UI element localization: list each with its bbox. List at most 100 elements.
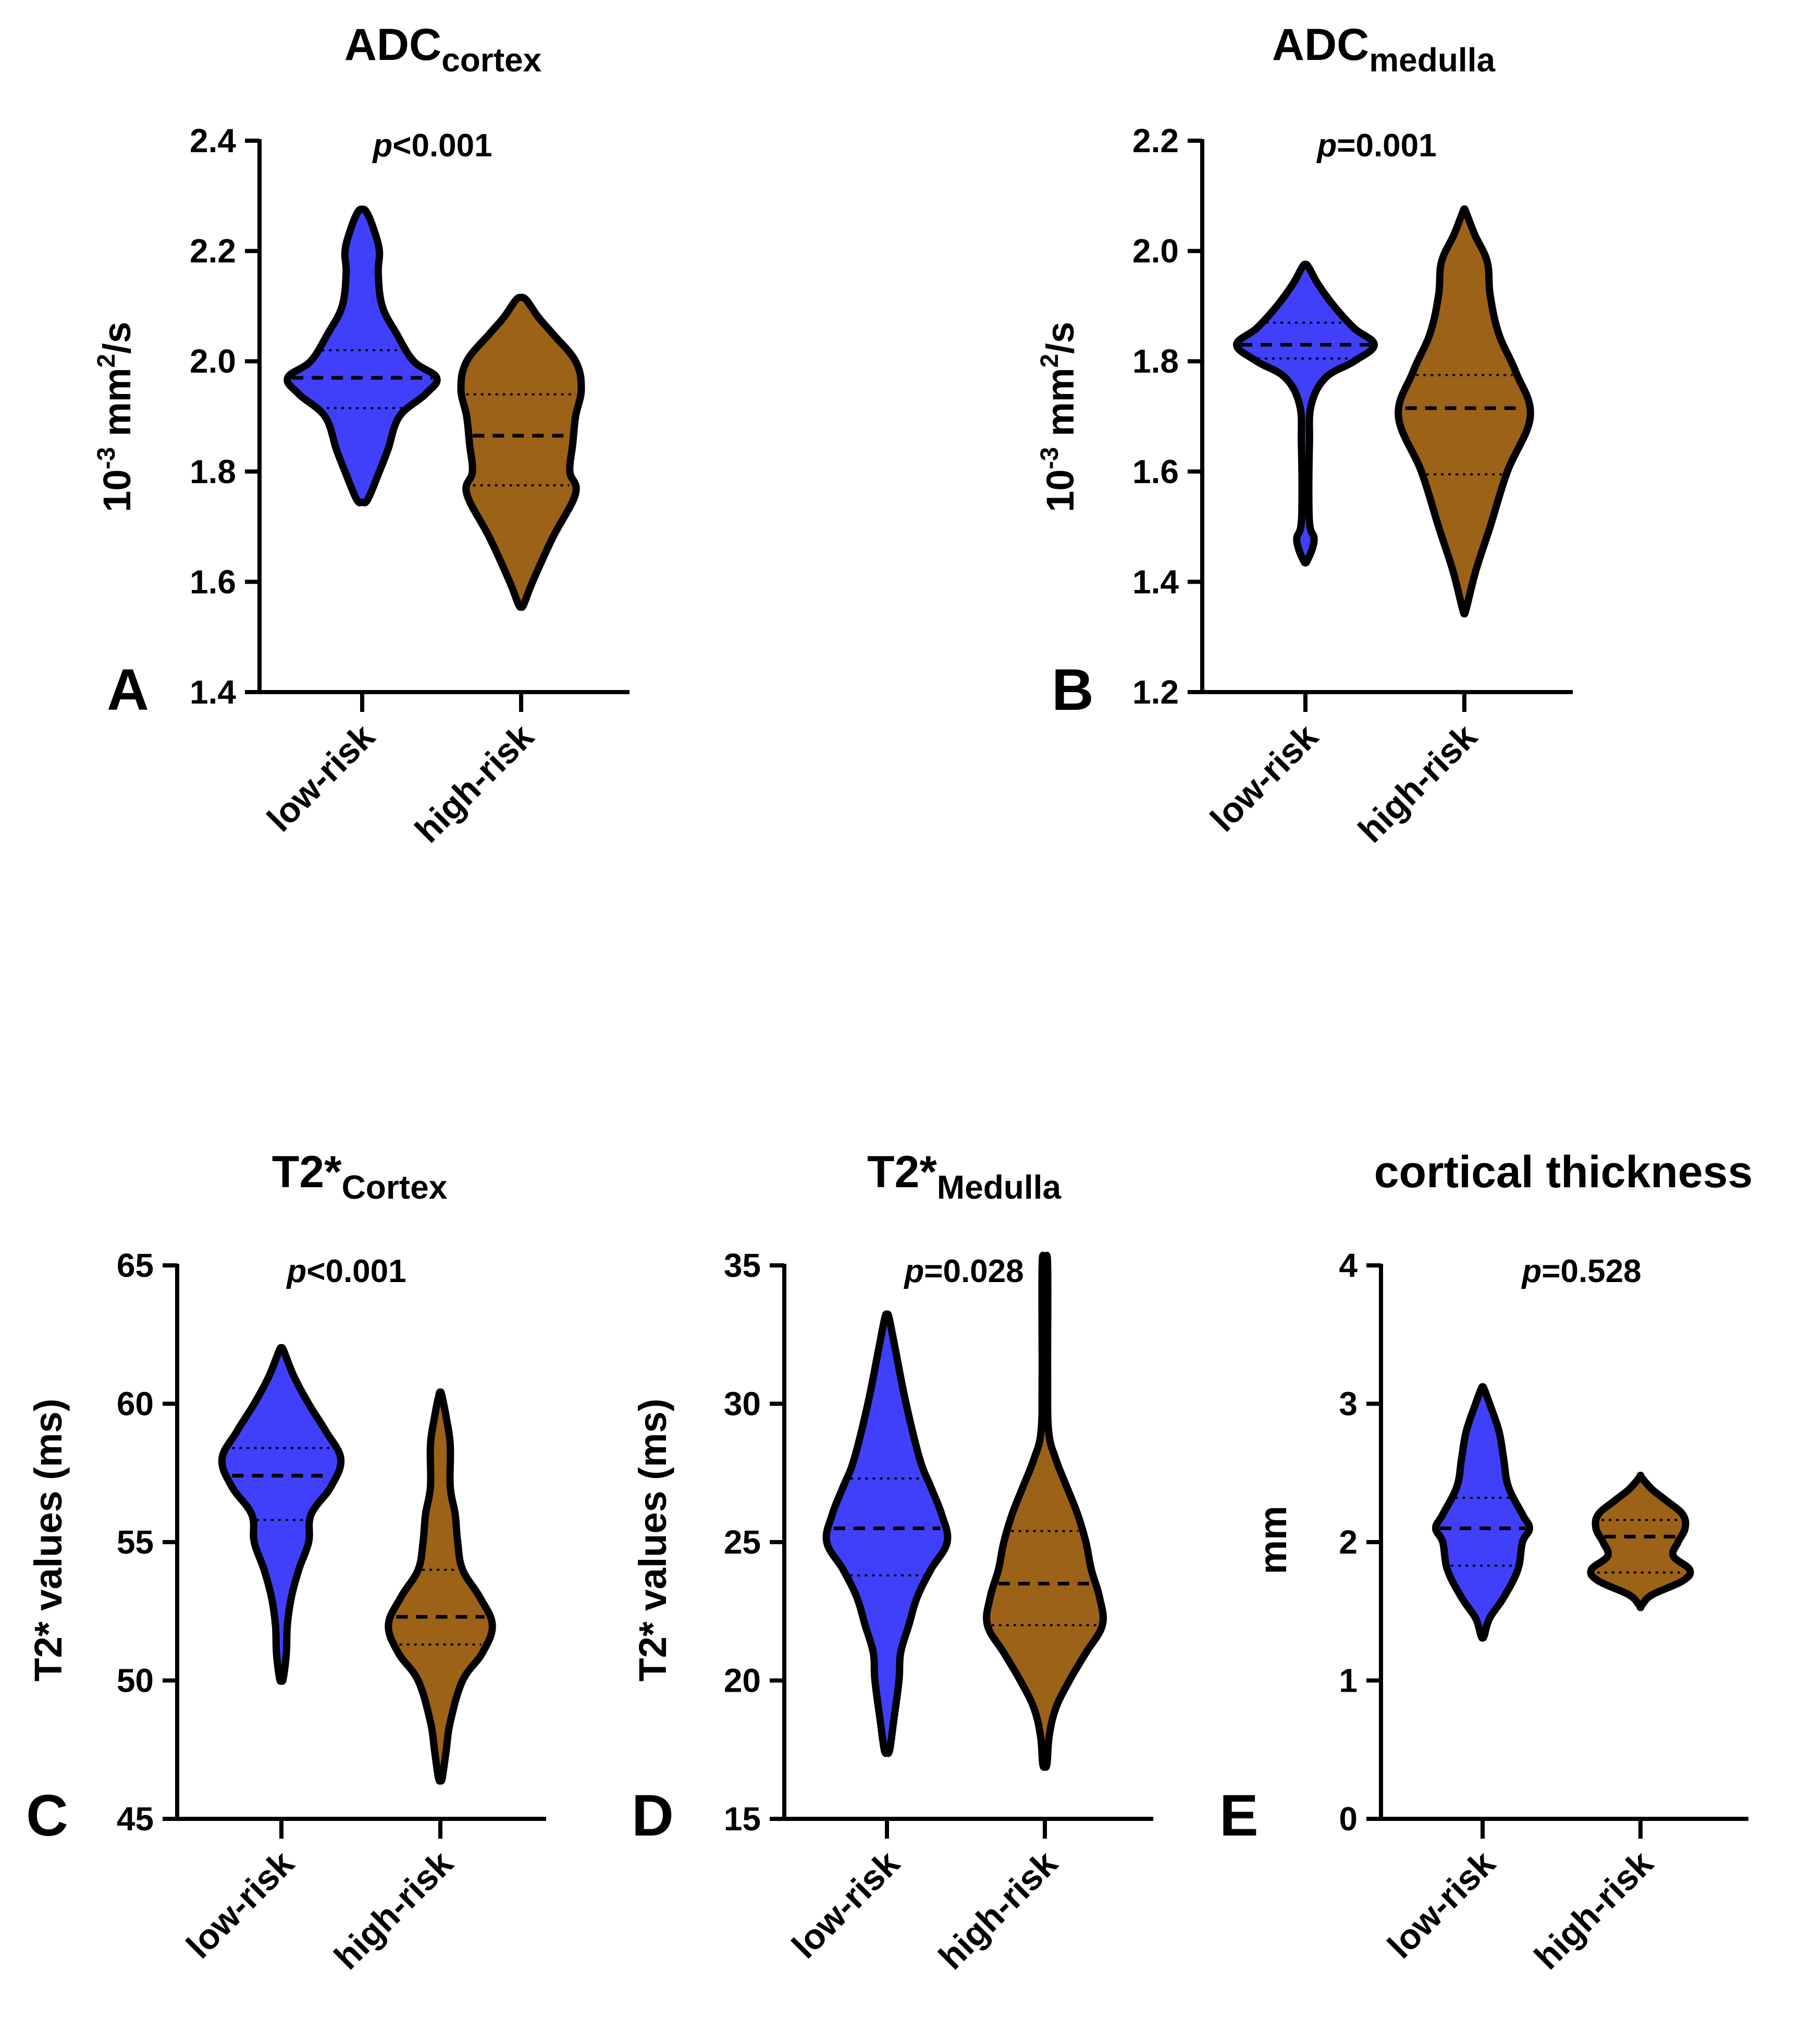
title-main: cortical thickness: [1374, 1147, 1753, 1197]
title-main: ADC: [1272, 20, 1369, 70]
p-number: =0.028: [924, 1253, 1023, 1289]
y-tick-label: 4: [1339, 1247, 1358, 1284]
y-label-part: /s: [1039, 322, 1082, 354]
p-symbol: p: [903, 1253, 924, 1289]
y-axis-label: 10-3 mm2/s: [1036, 322, 1082, 512]
y-tick-label: 60: [117, 1385, 154, 1423]
panel-title: T2*Cortex: [272, 1147, 448, 1206]
y-label-part: /s: [95, 322, 139, 354]
y-label-part: 2: [93, 354, 120, 368]
y-tick-label: 2.2: [190, 232, 236, 270]
p-symbol: p: [286, 1253, 306, 1289]
violin-high-risk: [385, 1388, 496, 1785]
y-tick-label: 65: [117, 1247, 154, 1284]
p-value: p<0.001: [286, 1253, 406, 1289]
y-tick-label: 2: [1339, 1523, 1358, 1561]
p-value: p<0.001: [372, 128, 492, 164]
y-axis-label: T2* values (ms): [27, 1399, 70, 1682]
x-tick-label: low-risk: [784, 1843, 907, 1966]
p-symbol: p: [1521, 1253, 1541, 1289]
y-tick-label: 2.0: [1132, 232, 1179, 270]
violin-low-risk: [283, 205, 441, 507]
y-label-part: 2: [1036, 354, 1064, 368]
title-subscript: Cortex: [342, 1168, 448, 1206]
panel-label: B: [1052, 657, 1094, 722]
title-subscript: Medulla: [937, 1168, 1062, 1206]
y-tick-label: 3: [1339, 1385, 1358, 1423]
y-label-part: -3: [93, 447, 120, 470]
title-main: T2*: [867, 1147, 937, 1197]
panel-C: T2*Cortex p<0.001 T2* values (ms) 45 50 55 60 6…: [26, 1147, 546, 1977]
x-tick-label: low-risk: [1380, 1843, 1503, 1966]
y-tick-label: 1: [1339, 1662, 1358, 1700]
violin-high-risk: [1587, 1471, 1694, 1611]
p-value: p=0.001: [1316, 128, 1436, 164]
p-symbol: p: [1316, 128, 1337, 164]
violin-low-risk: [1432, 1383, 1533, 1642]
y-axis-label: 10-3 mm2/s: [93, 322, 139, 512]
y-label-part: mm: [1039, 368, 1082, 447]
y-label-part: 10: [1039, 469, 1082, 512]
x-tick-label: high-risk: [931, 1843, 1065, 1977]
y-tick-label: 0: [1339, 1800, 1358, 1838]
x-tick-label: high-risk: [408, 717, 541, 851]
x-tick-label: high-risk: [327, 1843, 461, 1977]
y-label-part: -3: [1036, 447, 1064, 470]
p-value: p=0.028: [903, 1253, 1023, 1289]
panel-title: T2*Medulla: [867, 1147, 1062, 1206]
y-tick-label: 1.8: [1132, 342, 1179, 380]
panel-A: ADCcortex p<0.001 10-3 mm2/s 1.4 1.6 1.8 2.0 2.…: [93, 20, 630, 851]
panel-title: ADCcortex: [344, 20, 542, 79]
panel-D: T2*Medulla p=0.028 T2* values (ms) 15 20 25 30…: [631, 1147, 1153, 1977]
y-tick-label: 25: [724, 1523, 761, 1561]
y-axis-label: mm: [1251, 1506, 1294, 1574]
x-tick-label: low-risk: [179, 1843, 302, 1966]
title-main: ADC: [344, 20, 441, 70]
y-tick-label: 1.2: [1132, 673, 1179, 711]
y-tick-label: 2.0: [190, 342, 236, 380]
p-number: <0.001: [306, 1253, 406, 1289]
y-tick-label: 2.4: [190, 122, 236, 159]
y-tick-label: 30: [724, 1385, 761, 1423]
p-number: <0.001: [392, 128, 492, 164]
panel-B: ADCmedulla p=0.001 10-3 mm2/s 1.2 1.4 1.6 1.8 2…: [1036, 20, 1573, 851]
p-number: =0.001: [1337, 128, 1436, 164]
y-tick-label: 1.4: [1132, 563, 1179, 600]
title-main: T2*: [272, 1147, 342, 1197]
y-tick-label: 1.6: [1132, 453, 1179, 490]
y-tick-label: 1.8: [190, 453, 236, 490]
panel-label: A: [107, 657, 149, 722]
panel-title: ADCmedulla: [1272, 20, 1496, 79]
x-tick-label: high-risk: [1527, 1843, 1661, 1977]
panel-label: D: [632, 1783, 674, 1848]
title-subscript: medulla: [1369, 41, 1495, 79]
y-tick-label: 15: [724, 1800, 761, 1838]
title-subscript: cortex: [441, 41, 542, 79]
y-tick-label: 35: [724, 1247, 761, 1284]
violin-low-risk: [218, 1344, 345, 1685]
p-symbol: p: [372, 128, 392, 164]
y-label-part: mm: [95, 368, 139, 447]
y-tick-label: 20: [724, 1662, 761, 1700]
violin-low-risk: [1233, 261, 1378, 567]
y-tick-label: 50: [117, 1662, 154, 1700]
y-axis-label: T2* values (ms): [631, 1399, 674, 1682]
p-value: p=0.528: [1521, 1253, 1641, 1289]
violin-high-risk: [983, 1251, 1107, 1771]
y-tick-label: 45: [117, 1800, 154, 1838]
violin-high-risk: [457, 293, 585, 611]
violin-low-risk: [822, 1310, 952, 1757]
panel-label: E: [1219, 1783, 1259, 1848]
p-number: =0.528: [1541, 1253, 1641, 1289]
x-tick-label: high-risk: [1351, 717, 1485, 851]
panel-E: cortical thickness p=0.528 mm 0 1 2 3 4 Elow-ris…: [1219, 1147, 1753, 1977]
y-tick-label: 2.2: [1132, 122, 1179, 159]
y-tick-label: 55: [117, 1523, 154, 1561]
x-tick-label: low-risk: [1203, 717, 1326, 840]
y-label-part: 10: [95, 469, 139, 512]
panel-title: cortical thickness: [1374, 1147, 1753, 1197]
y-tick-label: 1.6: [190, 563, 236, 600]
panel-label: C: [26, 1783, 68, 1848]
x-tick-label: low-risk: [260, 717, 383, 840]
